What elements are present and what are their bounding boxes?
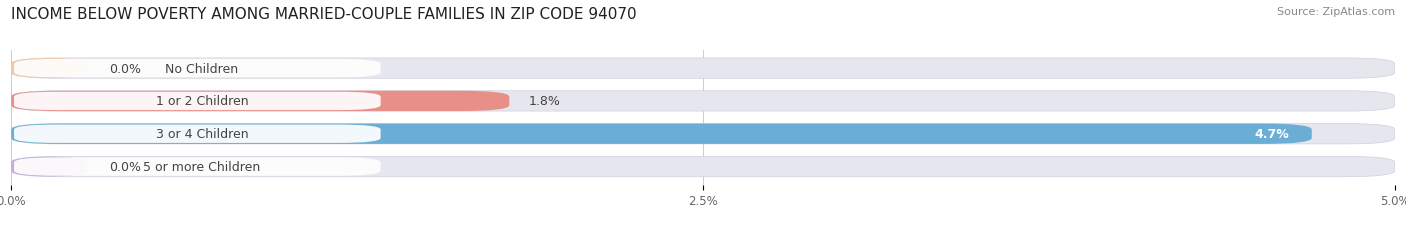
FancyBboxPatch shape — [14, 60, 381, 78]
Text: INCOME BELOW POVERTY AMONG MARRIED-COUPLE FAMILIES IN ZIP CODE 94070: INCOME BELOW POVERTY AMONG MARRIED-COUPL… — [11, 7, 637, 22]
Text: 4.7%: 4.7% — [1256, 128, 1289, 141]
FancyBboxPatch shape — [11, 124, 1312, 144]
FancyBboxPatch shape — [14, 125, 381, 143]
Text: 3 or 4 Children: 3 or 4 Children — [156, 128, 249, 141]
FancyBboxPatch shape — [14, 158, 381, 176]
FancyBboxPatch shape — [11, 157, 87, 177]
Text: 1 or 2 Children: 1 or 2 Children — [156, 95, 249, 108]
FancyBboxPatch shape — [11, 157, 1395, 177]
FancyBboxPatch shape — [11, 91, 1395, 112]
Text: No Children: No Children — [166, 62, 239, 75]
FancyBboxPatch shape — [11, 91, 509, 112]
Text: 1.8%: 1.8% — [529, 95, 561, 108]
Text: Source: ZipAtlas.com: Source: ZipAtlas.com — [1277, 7, 1395, 17]
Text: 5 or more Children: 5 or more Children — [143, 160, 260, 173]
FancyBboxPatch shape — [11, 124, 1395, 144]
FancyBboxPatch shape — [11, 59, 87, 79]
FancyBboxPatch shape — [11, 59, 1395, 79]
Text: 0.0%: 0.0% — [110, 160, 142, 173]
Text: 0.0%: 0.0% — [110, 62, 142, 75]
FancyBboxPatch shape — [14, 92, 381, 111]
